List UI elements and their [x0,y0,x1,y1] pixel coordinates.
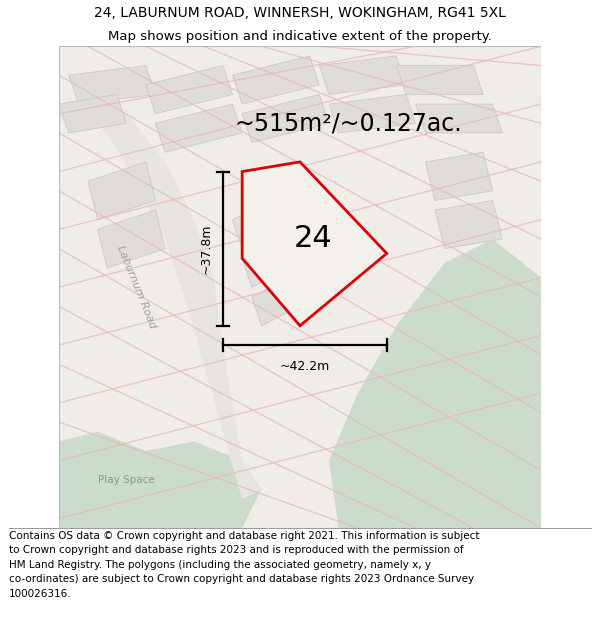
Text: ~515m²/~0.127ac.: ~515m²/~0.127ac. [235,111,462,136]
Polygon shape [319,56,406,94]
Text: Map shows position and indicative extent of the property.: Map shows position and indicative extent… [108,29,492,42]
Polygon shape [59,432,262,528]
Polygon shape [59,94,262,499]
Polygon shape [68,66,155,104]
Text: Contains OS data © Crown copyright and database right 2021. This information is : Contains OS data © Crown copyright and d… [9,531,479,599]
Polygon shape [233,201,281,249]
Polygon shape [59,94,127,133]
Text: 24: 24 [294,224,333,254]
Polygon shape [242,239,290,288]
Polygon shape [435,201,502,249]
Polygon shape [146,66,233,114]
Text: 24, LABURNUM ROAD, WINNERSH, WOKINGHAM, RG41 5XL: 24, LABURNUM ROAD, WINNERSH, WOKINGHAM, … [94,6,506,20]
Polygon shape [98,210,165,268]
Polygon shape [329,239,541,528]
Text: ~42.2m: ~42.2m [280,360,330,373]
Text: ~37.8m: ~37.8m [200,223,212,274]
Polygon shape [416,104,502,133]
Polygon shape [88,162,155,220]
Polygon shape [233,56,319,104]
Polygon shape [155,104,242,152]
Polygon shape [425,152,493,201]
Text: Play Space: Play Space [98,475,155,485]
Polygon shape [397,66,483,94]
Polygon shape [242,162,387,326]
Text: Laburnum Road: Laburnum Road [115,244,157,330]
Polygon shape [252,278,300,326]
Bar [59,46,541,528]
Polygon shape [242,94,329,142]
Polygon shape [329,94,416,133]
